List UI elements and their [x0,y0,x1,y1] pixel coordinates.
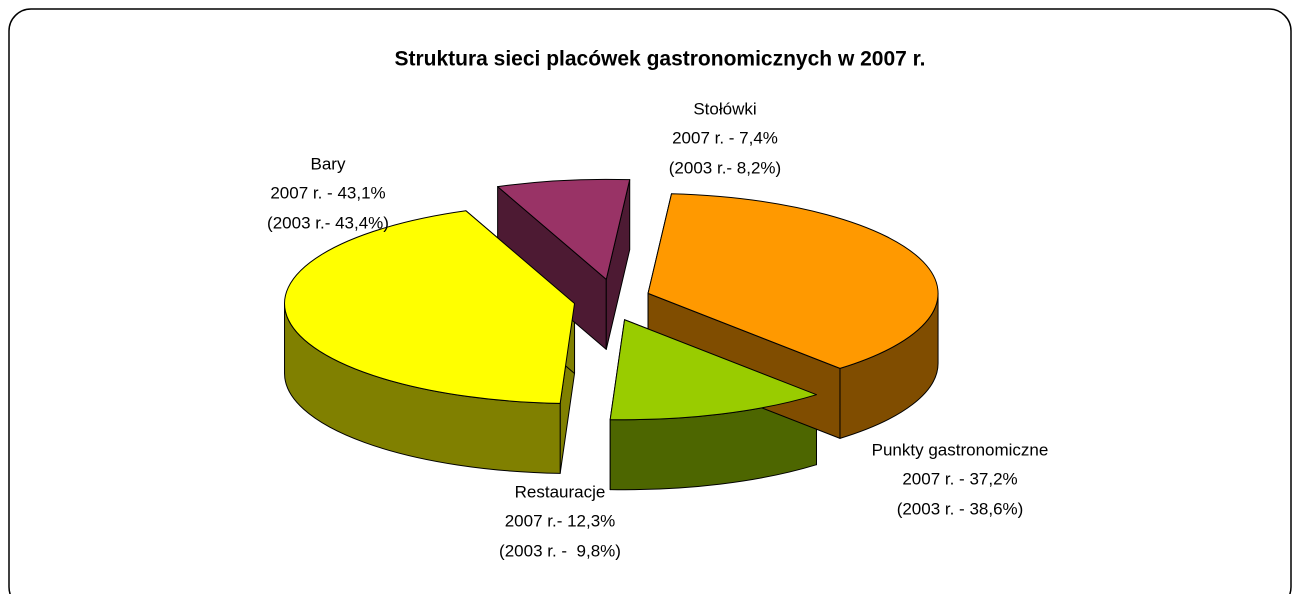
slice-label: Punkty gastronomiczne [872,440,1049,459]
slice-top [647,193,939,369]
slice-value-label: 2007 r. - 7,4% [672,128,778,147]
chart-title: Struktura sieci placówek gastronomicznyc… [394,48,925,71]
slice-label: Stołówki [693,99,756,118]
slice-value-label: 2007 r.- 12,3% [505,511,616,530]
slice-previous-label: (2003 r.- 43,4%) [267,213,389,232]
slice-value-label: 2007 r. - 37,2% [902,469,1017,488]
slice-previous-label: (2003 r.- 8,2%) [669,158,781,177]
slice-top [284,210,576,404]
slice-label: Bary [311,154,346,173]
slice-top [497,178,631,280]
slice-value-label: 2007 r. - 43,1% [270,183,385,202]
slice-label: Restauracje [515,482,606,501]
slice-top [609,319,817,421]
slice-previous-label: (2003 r. - 9,8%) [499,541,621,560]
slice-previous-label: (2003 r. - 38,6%) [897,499,1024,518]
